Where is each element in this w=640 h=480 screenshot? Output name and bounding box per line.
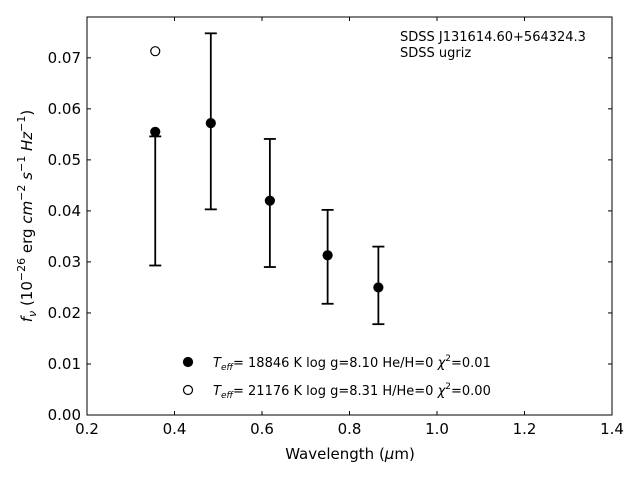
legend-marker bbox=[182, 356, 194, 368]
x-tick-label: 0.4 bbox=[163, 420, 187, 438]
x-tick-label: 0.2 bbox=[75, 420, 99, 438]
x-tick-label: 1.2 bbox=[513, 420, 537, 438]
model-point-filled bbox=[150, 126, 161, 137]
legend: Teff= 18846 K log g=8.10 He/H=0 χ2=0.01 T… bbox=[182, 354, 491, 401]
y-tick-label: 0.03 bbox=[48, 253, 81, 271]
legend-label: Teff= 18846 K log g=8.10 He/H=0 χ2=0.01 bbox=[213, 354, 491, 373]
model-point-filled bbox=[205, 118, 216, 129]
y-tick-label: 0.00 bbox=[48, 406, 81, 424]
x-tick-label: 1.4 bbox=[600, 420, 624, 438]
plot-area bbox=[149, 32, 385, 326]
model-point-open bbox=[150, 46, 161, 57]
object-name-annotation: SDSS J131614.60+564324.3 bbox=[400, 30, 586, 45]
y-tick-label: 0.05 bbox=[48, 151, 81, 169]
y-tick-label: 0.01 bbox=[48, 355, 81, 373]
y-axis-label: fν (10−26 erg cm−2 s−1 Hz−1) bbox=[15, 110, 39, 323]
y-tick-label: 0.04 bbox=[48, 202, 81, 220]
x-tick-label: 0.6 bbox=[250, 420, 274, 438]
survey-annotation: SDSS ugriz bbox=[400, 46, 471, 61]
x-tick-label: 0.8 bbox=[338, 420, 362, 438]
model-point-filled bbox=[373, 282, 384, 293]
model-point-filled bbox=[322, 250, 333, 261]
y-tick-label: 0.02 bbox=[48, 304, 81, 322]
legend-marker bbox=[182, 384, 194, 396]
model-point-filled bbox=[264, 195, 275, 206]
legend-label: Teff= 21176 K log g=8.31 H/He=0 χ2=0.00 bbox=[213, 382, 491, 401]
axis-ticks: 0.2 0.4 0.6 0.8 1.0 1.2 1.4 0.00 0.01 0.02 0.03 0.0… bbox=[48, 17, 624, 438]
y-tick-label: 0.07 bbox=[48, 49, 81, 67]
x-axis-label: Wavelength (μm) bbox=[285, 445, 415, 463]
y-tick-label: 0.06 bbox=[48, 100, 81, 118]
x-tick-label: 1.0 bbox=[425, 420, 449, 438]
plot-frame bbox=[86, 16, 613, 416]
